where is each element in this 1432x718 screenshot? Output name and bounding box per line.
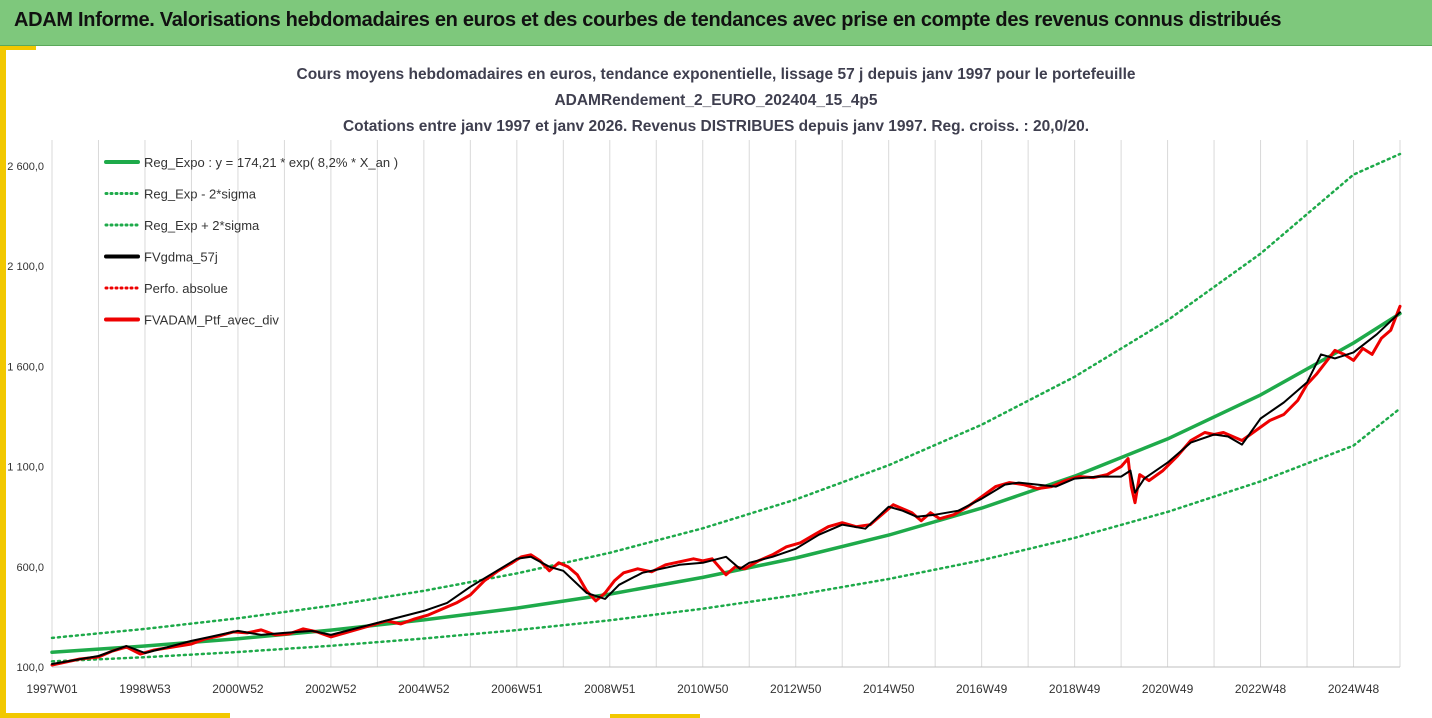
series-line-0 xyxy=(50,311,1402,654)
x-tick-label: 2024W48 xyxy=(1328,682,1380,696)
page-title: ADAM Informe. Valorisations hebdomadaire… xyxy=(14,9,1282,31)
accent-border-left xyxy=(0,46,6,718)
legend-label: FVADAM_Ptf_avec_div xyxy=(144,313,279,328)
x-tick-label: 2020W49 xyxy=(1142,682,1194,696)
x-tick-label: 2008W51 xyxy=(584,682,636,696)
x-tick-label: 2012W50 xyxy=(770,682,822,696)
accent-border-bottom-mid xyxy=(610,714,700,718)
y-tick-label: 600,0 xyxy=(16,562,44,574)
series-line-4 xyxy=(50,304,1402,667)
chart-title-line-2: ADAMRendement_2_EURO_202404_15_4p5 xyxy=(554,92,878,109)
y-tick-label: 2 100,0 xyxy=(7,261,44,273)
y-tick-label: 2 600,0 xyxy=(7,161,44,173)
chart-title-line-3: Cotations entre janv 1997 et janv 2026. … xyxy=(342,118,1090,135)
legend-label: Reg_Exp - 2*sigma xyxy=(144,187,257,202)
x-tick-label: 1997W01 xyxy=(26,682,78,696)
x-tick-label: 2006W51 xyxy=(491,682,543,696)
legend-label: Reg_Expo : y = 174,21 * exp( 8,2% * X_an… xyxy=(144,155,398,170)
legend-label: Perfo. absolue xyxy=(144,281,228,296)
x-tick-label: 2016W49 xyxy=(956,682,1008,696)
legend-label: FVgdma_57j xyxy=(144,250,218,265)
x-tick-label: 2000W52 xyxy=(212,682,264,696)
header-bar: ADAM Informe. Valorisations hebdomadaire… xyxy=(0,0,1432,46)
x-tick-label: 2018W49 xyxy=(1049,682,1101,696)
x-tick-label: 1998W53 xyxy=(119,682,171,696)
series-line-3 xyxy=(51,311,1401,665)
x-tick-label: 2022W48 xyxy=(1235,682,1287,696)
x-tick-label: 2014W50 xyxy=(863,682,915,696)
legend-label: Reg_Exp + 2*sigma xyxy=(144,218,260,233)
accent-border-bottom xyxy=(0,713,230,718)
x-tick-label: 2010W50 xyxy=(677,682,729,696)
x-tick-label: 2004W52 xyxy=(398,682,450,696)
y-tick-label: 100,0 xyxy=(16,662,44,674)
series-line-1 xyxy=(50,407,1402,663)
x-tick-label: 2002W52 xyxy=(305,682,357,696)
series-line-2 xyxy=(50,152,1402,640)
accent-border-top xyxy=(0,46,36,50)
chart-title-line-1: Cours moyens hebdomadaires en euros, ten… xyxy=(296,66,1136,83)
y-tick-label: 1 600,0 xyxy=(7,361,44,373)
y-tick-label: 1 100,0 xyxy=(7,462,44,474)
